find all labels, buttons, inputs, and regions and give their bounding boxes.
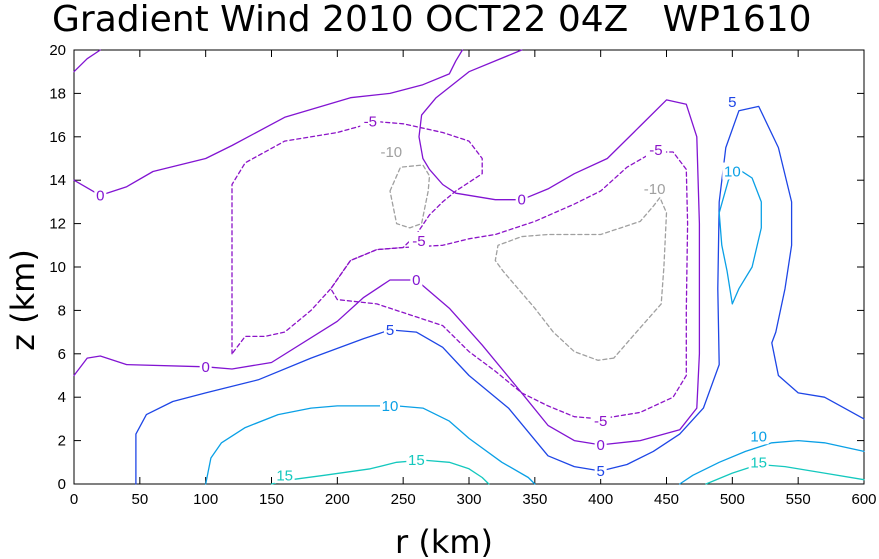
contour-label: -10 [644,181,666,198]
x-tick-label: 350 [522,491,547,508]
x-tick-label: 250 [391,491,416,508]
contour-label: 5 [386,322,394,339]
contour-label-bg [384,320,396,338]
x-tick-label: 0 [70,491,78,508]
x-tick-label: 450 [654,491,679,508]
contour-line-pos10-right-bottom [679,439,865,485]
y-tick-label: 0 [58,476,66,493]
contour-line-pos5-lower [135,105,865,485]
y-tick-label: 2 [58,433,66,450]
contour-label: 15 [408,452,425,469]
contour-label: 0 [96,187,104,204]
contour-label-bg [380,396,400,414]
contour-line-pos10-right-top [718,168,762,305]
contour-label-bg [515,190,528,208]
x-tick-label: 150 [259,491,284,508]
y-tick-label: 6 [58,346,66,363]
contour-line-zero-upper-left [73,49,464,197]
contour-line-neg5-upper [231,120,483,355]
contour-lines [73,49,865,485]
contour-label-bg [748,427,769,445]
x-tick-label: 50 [131,491,148,508]
y-tick-label: 12 [49,216,66,233]
contour-line-neg5-right [330,151,689,420]
contour-label: 0 [596,437,604,454]
contour-label-bg [645,140,666,158]
contour-label-bg [360,112,381,130]
y-axis: 0 2 4 6 8 10 12 14 16 18 20 [49,42,864,493]
contour-label-bg [410,271,423,289]
contour-label-bg [594,461,607,479]
contour-line-zero-lower [73,49,701,446]
contour-label-bg [408,231,429,249]
contour-label-bg [377,142,406,160]
x-tick-label: 400 [588,491,613,508]
contour-label: 0 [517,192,525,209]
contour-label: 5 [596,463,604,480]
contour-label: -5 [649,142,662,159]
y-tick-label: 16 [49,129,66,146]
y-tick-label: 18 [49,85,66,102]
contour-label: 0 [201,359,209,376]
y-tick-label: 10 [49,259,66,276]
contour-line-pos10-lower [205,405,536,485]
contour-line-neg10-left [389,164,431,229]
x-tick-label: 550 [786,491,811,508]
contour-label-bg [590,412,611,430]
y-tick-label: 4 [58,389,66,406]
contour-line-pos15-right [705,463,865,485]
contour-label-bg [274,466,295,484]
contour-label-bg [199,357,212,375]
x-tick-label: 200 [325,491,350,508]
contour-label: -5 [364,114,377,131]
plot-area [73,49,865,485]
contour-label: 0 [412,272,420,289]
contour-label: -5 [412,233,425,250]
contour-label-bg [748,453,769,471]
y-tick-label: 14 [49,172,66,189]
contour-label-bg [94,186,107,204]
contour-label-bg [722,162,743,180]
contour-label: 15 [750,454,767,471]
contour-label: 10 [382,398,399,415]
plot-frame [73,49,865,485]
y-tick-label: 20 [49,42,66,59]
contour-label-bg [594,435,607,453]
x-tick-label: 100 [193,491,218,508]
contour-label: 5 [728,94,736,111]
contour-label: -5 [594,413,607,430]
x-tick-label: 500 [720,491,745,508]
contour-label: -10 [380,144,402,161]
contour-line-zero-top-left [73,49,101,73]
contour-label-bg [640,179,669,197]
contour-label: 15 [276,467,293,484]
x-axis-label: r (km) [395,523,493,559]
contour-label: 10 [724,164,741,181]
x-tick-label: 600 [851,491,876,508]
y-axis-label: z (km) [4,249,42,351]
x-tick-label: 300 [456,491,481,508]
contour-line-pos15-lower [270,459,490,485]
y-tick-label: 8 [58,302,66,319]
contour-line-neg10-right [494,196,668,361]
contour-label-bg [406,451,427,469]
contour-label-bg [726,93,739,111]
x-axis: 0 50 100 150 200 250 300 350 400 450 500 550 600 [70,50,877,508]
chart-title: Gradient Wind 2010 OCT22 04Z WP1610 [52,0,812,40]
contour-label: 10 [750,428,767,445]
